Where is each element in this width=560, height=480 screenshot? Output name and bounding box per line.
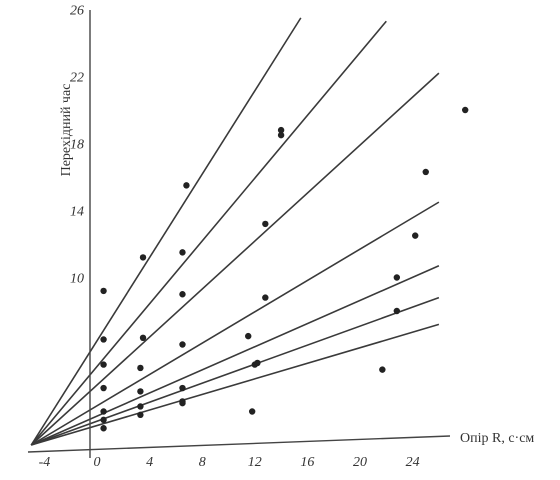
fit-line-5 [30, 265, 440, 446]
data-point [139, 254, 147, 261]
data-point [179, 291, 186, 298]
data-point [137, 388, 144, 395]
x-tick-label: 16 [300, 455, 314, 470]
axes [27, 10, 451, 458]
data-point [100, 425, 107, 432]
data-point [277, 126, 285, 134]
x-tick-label: 0 [94, 455, 101, 470]
x-tick-label: -4 [39, 455, 51, 470]
data-point [100, 384, 107, 392]
data-point [100, 361, 107, 368]
data-point [393, 307, 401, 315]
data-point [179, 399, 186, 407]
y-tick-labels: 10 14 18 22 26 [70, 4, 84, 287]
data-point [179, 384, 186, 392]
data-point [100, 336, 107, 343]
data-point [248, 408, 256, 415]
x-tick-label: 8 [199, 455, 206, 470]
data-point [139, 334, 147, 341]
x-axis [27, 435, 451, 453]
data-point [100, 416, 107, 424]
data-point [245, 332, 252, 340]
x-tick-label: 4 [146, 455, 153, 470]
data-point [393, 274, 401, 281]
y-tick-label: 26 [70, 4, 84, 19]
x-tick-label: 24 [406, 455, 420, 470]
x-tick-label: 12 [248, 455, 262, 470]
data-point [137, 364, 144, 372]
data-point [262, 294, 269, 301]
data-point [137, 403, 144, 410]
fit-line-3 [30, 72, 440, 446]
data-point [277, 131, 285, 139]
data-point [422, 168, 429, 176]
fit-line-7 [31, 323, 440, 446]
data-point [251, 361, 258, 368]
y-axis-label: Перехідний час [59, 84, 74, 177]
data-point [412, 232, 419, 239]
fit-line-1 [30, 17, 302, 446]
y-tick-label: 18 [70, 138, 84, 153]
data-point [183, 182, 190, 189]
y-tick-label: 22 [70, 71, 84, 86]
data-point [179, 249, 186, 256]
data-point [379, 366, 386, 373]
y-tick-label: 14 [70, 205, 84, 220]
fit-line-4 [30, 201, 440, 446]
x-tick-labels: -4 0 4 8 12 16 20 24 [39, 455, 420, 470]
data-points [100, 106, 469, 432]
data-point [462, 106, 469, 114]
data-point [137, 411, 144, 419]
data-point [262, 220, 269, 228]
fit-lines [30, 17, 440, 446]
data-point [100, 287, 107, 295]
y-tick-label: 10 [70, 272, 84, 287]
x-tick-label: 20 [353, 455, 367, 470]
data-point [179, 341, 186, 348]
fit-line-6 [30, 296, 440, 446]
x-axis-label: Опір R, с·см [460, 431, 534, 446]
data-point [100, 408, 107, 415]
